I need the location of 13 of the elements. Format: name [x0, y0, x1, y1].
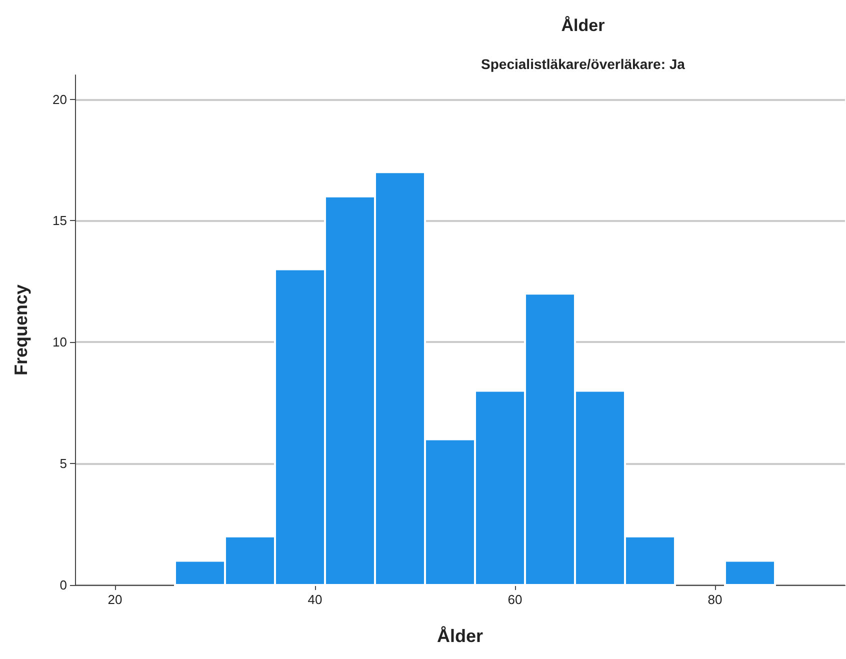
x-tick-label: 40	[308, 592, 322, 607]
x-tick-label: 20	[108, 592, 122, 607]
x-tick-label: 60	[508, 592, 522, 607]
y-axis-title: Frequency	[11, 284, 31, 376]
y-tick-label: 15	[52, 213, 67, 228]
chart-title: Ålder	[561, 16, 606, 35]
y-tick-label: 20	[52, 92, 67, 107]
y-tick-label: 0	[60, 578, 67, 592]
y-tick-label: 5	[60, 456, 67, 472]
chart-subtitle: Specialistläkare/överläkare: Ja	[481, 56, 686, 72]
x-tick-label: 80	[708, 592, 722, 607]
x-axis-title: Ålder	[436, 626, 484, 646]
y-tick-label: 10	[52, 334, 67, 350]
